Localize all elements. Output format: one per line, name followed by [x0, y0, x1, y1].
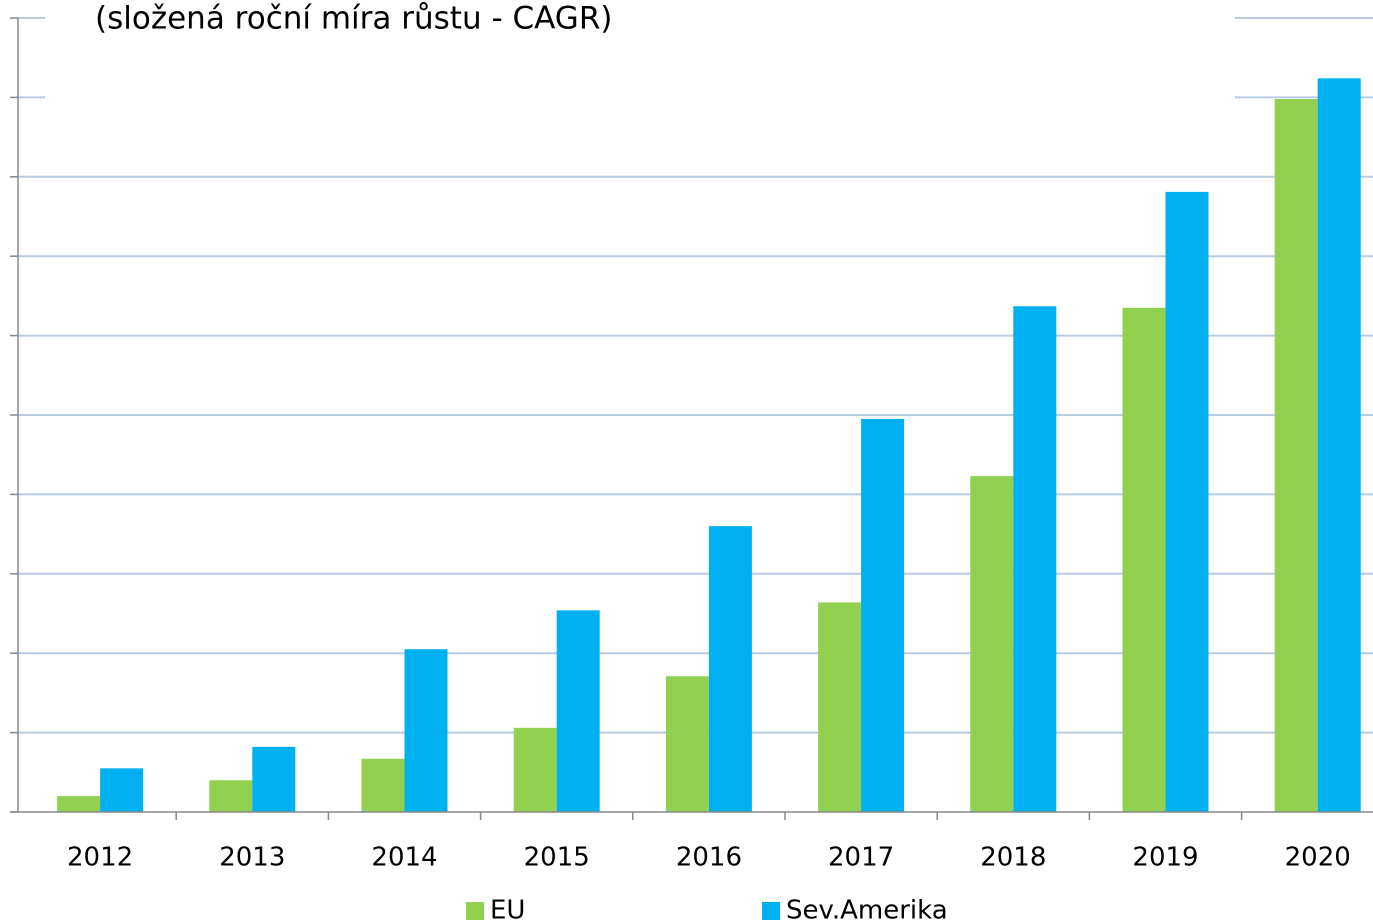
x-tick-label: 2014: [371, 843, 437, 873]
x-tick-label: 2018: [980, 843, 1046, 873]
x-tick-label: 2015: [524, 843, 590, 873]
x-tick-label: 2013: [219, 843, 285, 873]
chart-title: (složená roční míra růstu - CAGR): [95, 1, 612, 37]
bar: [404, 649, 448, 812]
legend-label: EU: [490, 896, 525, 924]
bar: [1317, 78, 1361, 813]
bar: [708, 526, 752, 812]
title-background: [45, 0, 1235, 104]
bar: [1165, 191, 1209, 813]
legend-label: Sev.Amerika: [786, 896, 948, 924]
bar: [1274, 98, 1318, 813]
bar: [861, 418, 905, 812]
bar: [818, 602, 862, 812]
bar: [361, 758, 405, 812]
bar: [252, 746, 296, 812]
x-tick-label: 2012: [67, 843, 133, 873]
bar: [57, 796, 101, 812]
bar: [1013, 306, 1057, 812]
bar: [970, 476, 1014, 812]
legend-swatch: [466, 902, 484, 920]
bar: [209, 780, 253, 812]
bars: [57, 78, 1361, 813]
x-tick-label: 2020: [1285, 843, 1351, 873]
axes: 2012 2013 2014 2015 2016 2017 2018 2019 2020 EU Se…: [10, 17, 1373, 924]
x-tick-label: 2017: [828, 843, 894, 873]
legend-swatch: [762, 902, 780, 920]
x-tick-label: 2019: [1132, 843, 1198, 873]
x-tick-label: 2016: [676, 843, 742, 873]
bar: [556, 610, 600, 812]
bar: [1122, 307, 1166, 812]
bar: [100, 768, 144, 812]
bar: [513, 727, 557, 812]
bar: [665, 676, 709, 812]
